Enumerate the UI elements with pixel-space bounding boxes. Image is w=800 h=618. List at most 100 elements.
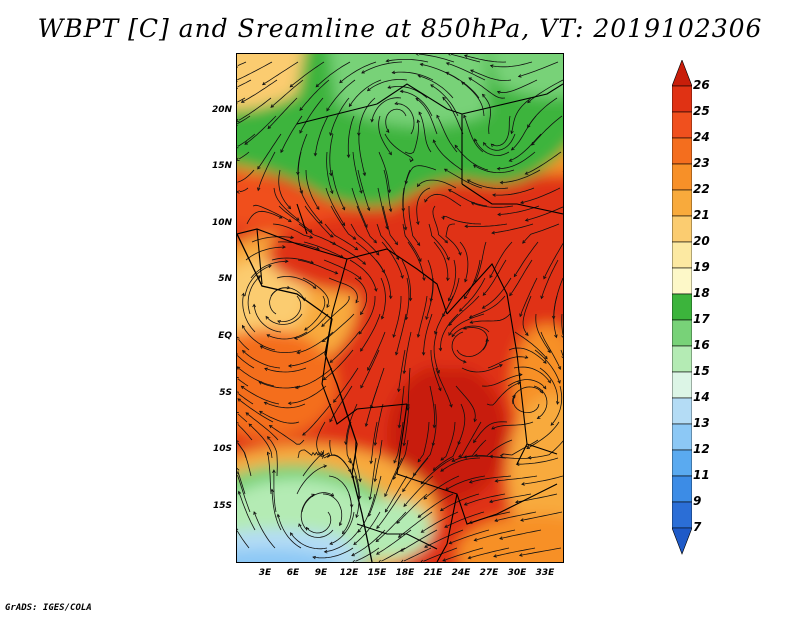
streamline-arrow xyxy=(359,190,363,194)
streamline-arrow xyxy=(550,422,555,426)
streamline xyxy=(442,547,484,562)
streamline-arrow xyxy=(401,559,404,562)
streamline-arrow xyxy=(520,518,524,522)
map-canvas xyxy=(237,54,563,562)
streamline xyxy=(403,403,410,446)
streamline-arrow xyxy=(366,207,371,212)
streamline-arrow xyxy=(322,376,327,381)
streamline-arrow xyxy=(470,202,475,206)
streamline-arrow xyxy=(329,359,334,363)
streamline xyxy=(448,295,480,326)
streamline-arrow xyxy=(312,285,317,289)
streamline-arrow xyxy=(416,119,421,123)
streamline-arrow xyxy=(403,226,408,231)
streamline xyxy=(446,62,486,81)
colorbar-tick-label: 22 xyxy=(693,182,710,196)
streamline xyxy=(349,457,360,499)
x-tick-label: 9E xyxy=(314,568,328,578)
streamline-arrow xyxy=(326,454,331,458)
streamline-arrow xyxy=(451,458,456,462)
streamline xyxy=(403,331,412,374)
streamline-arrow xyxy=(415,54,419,56)
streamline xyxy=(242,350,281,369)
streamline xyxy=(459,277,486,312)
streamline-arrow xyxy=(499,454,504,458)
streamline-arrow xyxy=(237,118,240,123)
streamline xyxy=(350,223,380,256)
streamline xyxy=(358,97,376,136)
streamline xyxy=(400,90,433,117)
streamline-arrow xyxy=(493,554,497,558)
streamline xyxy=(402,169,411,212)
streamline-arrow xyxy=(373,478,378,483)
streamline xyxy=(444,168,483,189)
streamline-arrow xyxy=(444,524,448,528)
streamline xyxy=(474,529,516,541)
streamline-arrow xyxy=(244,141,249,145)
streamline-arrow xyxy=(397,534,402,538)
streamline xyxy=(304,205,334,238)
streamline xyxy=(262,61,299,86)
streamline xyxy=(474,138,510,156)
streamline-arrow xyxy=(402,370,407,375)
streamline xyxy=(325,187,346,226)
streamline xyxy=(242,293,256,333)
streamline-arrow xyxy=(355,299,359,304)
streamline xyxy=(474,439,513,457)
streamline-arrow xyxy=(449,404,453,408)
x-tick-label: 12E xyxy=(339,568,359,578)
streamline-arrow xyxy=(287,401,292,406)
streamline xyxy=(241,79,278,103)
streamline xyxy=(452,439,487,462)
streamline xyxy=(253,511,276,549)
streamline-arrow xyxy=(492,193,496,197)
streamline xyxy=(543,242,563,279)
streamline-arrow xyxy=(429,298,434,303)
streamline xyxy=(330,97,350,136)
streamline xyxy=(351,187,368,228)
streamline xyxy=(241,385,280,405)
streamline xyxy=(417,179,457,189)
colorbar-tick-label: 13 xyxy=(693,416,710,430)
streamline-arrow xyxy=(417,458,422,463)
colorbar-tick-label: 12 xyxy=(693,442,710,456)
streamline-arrow xyxy=(458,454,462,458)
streamline-arrow xyxy=(329,172,333,177)
colorbar-tick-label: 14 xyxy=(693,390,710,404)
streamline-arrow xyxy=(241,349,246,354)
streamline-arrow xyxy=(402,442,407,447)
streamline-arrow xyxy=(341,530,346,535)
streamline xyxy=(433,139,463,171)
streamline xyxy=(237,61,247,66)
streamline-arrow xyxy=(240,385,245,390)
streamline-arrow xyxy=(241,292,245,297)
streamline xyxy=(322,493,343,526)
streamline xyxy=(393,296,402,338)
streamline-arrow xyxy=(290,532,294,536)
streamline-arrow xyxy=(481,93,486,98)
streamline-arrow xyxy=(526,445,531,450)
streamline-arrow xyxy=(468,77,473,81)
streamline-arrow xyxy=(351,552,355,557)
streamline-arrow xyxy=(510,147,515,151)
streamline xyxy=(346,421,352,464)
streamline xyxy=(448,189,488,207)
streamline xyxy=(531,115,563,146)
streamline-arrow xyxy=(536,415,541,419)
streamline-arrow xyxy=(444,239,448,244)
streamline-arrow xyxy=(542,385,547,390)
streamline xyxy=(424,193,462,207)
colorbar-tick-label: 20 xyxy=(693,234,710,248)
streamline xyxy=(489,241,513,278)
streamline xyxy=(251,236,294,243)
streamline xyxy=(473,421,508,443)
streamline xyxy=(252,204,292,223)
streamline-arrow xyxy=(418,111,422,116)
streamline-arrow xyxy=(509,292,513,297)
streamline-arrow xyxy=(315,83,320,88)
streamline-arrow xyxy=(432,424,437,429)
streamline xyxy=(277,241,320,250)
streamline xyxy=(429,385,435,428)
streamline-arrow xyxy=(432,467,437,471)
streamline-arrow xyxy=(358,330,363,335)
